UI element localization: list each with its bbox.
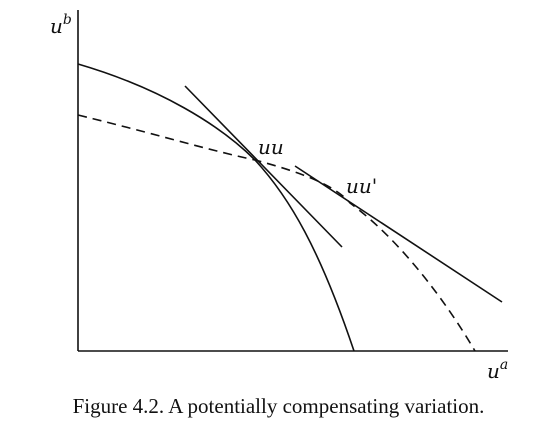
figure-caption: Figure 4.2. A potentially compensating v…	[72, 394, 485, 418]
solid-frontier-curve	[77, 63, 355, 352]
tangent-line-uu-prime	[294, 165, 503, 303]
point-label-uu-prime: uu'	[346, 174, 377, 198]
point-label-uu: uu	[258, 135, 284, 159]
y-axis-label: ub	[50, 12, 72, 38]
x-axis-label: ua	[487, 357, 508, 383]
dashed-frontier-curve	[77, 114, 476, 352]
x-axis-label-sup: a	[500, 357, 508, 373]
y-axis-label-sup: b	[63, 12, 72, 28]
x-axis-label-base: u	[487, 359, 500, 383]
y-axis-label-base: u	[50, 14, 63, 38]
tangent-line-uu	[184, 85, 343, 248]
